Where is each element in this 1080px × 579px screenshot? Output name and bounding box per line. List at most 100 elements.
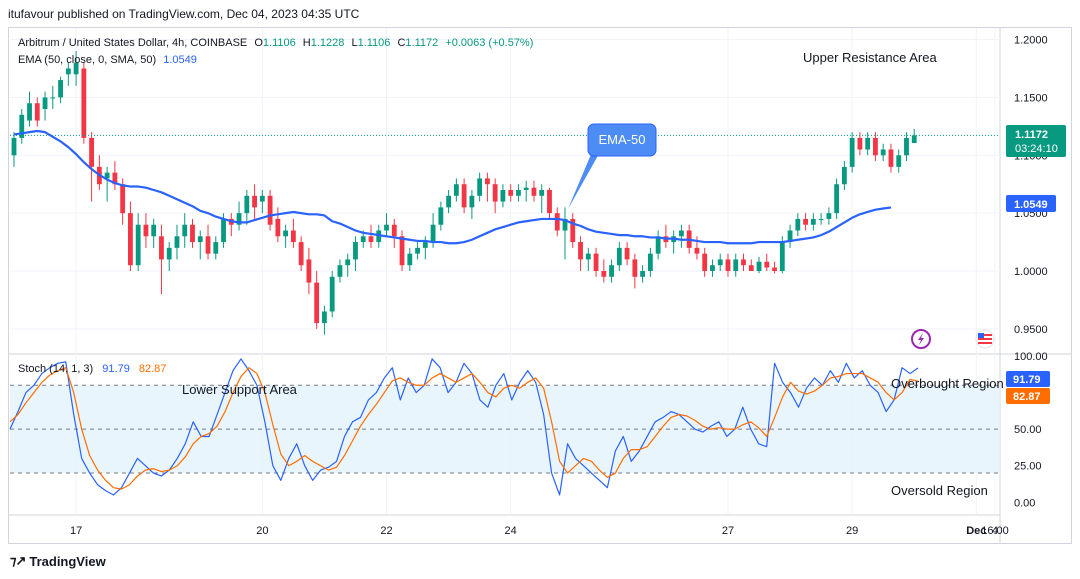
stoch-k-badge-bg <box>1006 371 1050 387</box>
oversold-label: Oversold Region <box>891 483 988 498</box>
candle-body <box>259 195 265 202</box>
candle <box>244 190 250 225</box>
footer-brand[interactable]: ⁊↗ TradingView <box>10 553 106 569</box>
candle <box>857 132 863 156</box>
candle-body <box>702 253 708 271</box>
candle <box>174 224 180 260</box>
candle-body <box>298 242 304 266</box>
candle-body <box>888 149 894 167</box>
candle-body <box>306 259 312 283</box>
candle-body <box>733 259 739 271</box>
candle-body <box>547 190 552 214</box>
candle <box>283 224 289 248</box>
candle-body <box>539 190 545 196</box>
candle <box>329 271 335 318</box>
candle-body <box>516 190 521 196</box>
candle-body <box>896 155 902 167</box>
candle <box>228 213 234 237</box>
candle <box>593 247 599 277</box>
candle <box>624 242 630 266</box>
candle-body <box>834 184 840 214</box>
candle <box>516 184 521 202</box>
candle <box>655 230 661 260</box>
candle <box>81 62 87 144</box>
candle <box>50 85 56 109</box>
candle-body <box>873 137 878 156</box>
stoch-legend: Stoch (14, 1, 3) 91.79 82.87 <box>18 363 166 375</box>
candle-body <box>841 166 847 185</box>
time-tick-label: 27 <box>722 525 734 537</box>
candle-body <box>803 218 808 225</box>
candle-body <box>849 137 855 167</box>
candle-body <box>399 236 405 266</box>
candle <box>647 247 653 277</box>
candle-body <box>531 187 537 196</box>
candle-body <box>578 242 583 260</box>
candle-body <box>205 236 211 254</box>
candle-body <box>190 224 195 243</box>
candle <box>384 213 389 237</box>
candle-body <box>655 236 661 254</box>
candle <box>818 213 824 225</box>
time-tick-label: 24 <box>505 525 517 537</box>
candle <box>34 97 40 127</box>
candle <box>748 259 754 271</box>
candle-body <box>904 137 909 156</box>
candle <box>182 213 188 248</box>
candle-body <box>787 230 793 243</box>
candle <box>353 236 358 271</box>
candle-body <box>174 236 180 248</box>
ema-callout: EMA-50 <box>568 123 657 209</box>
candle-body <box>143 224 149 237</box>
time-tick-label: 16:00 <box>981 525 1009 537</box>
candle <box>27 91 32 127</box>
candle <box>128 201 133 271</box>
candle <box>422 236 428 260</box>
candle <box>500 184 506 208</box>
candle-body <box>73 62 79 75</box>
ema-legend: EMA (50, close, 0, SMA, 50) 1.0549 <box>18 54 197 66</box>
candle-body <box>865 137 871 150</box>
candle <box>616 242 622 271</box>
candles-group <box>11 51 917 335</box>
stoch-k-badge-value: 91.79 <box>1013 374 1041 386</box>
candle-body <box>585 253 591 260</box>
bolt-icon-glyph <box>918 333 924 345</box>
candle <box>733 253 739 277</box>
candle <box>632 253 638 289</box>
flag-canton <box>978 333 984 338</box>
candle <box>73 51 79 86</box>
candle <box>841 161 847 190</box>
candle-body <box>329 276 335 312</box>
candle <box>159 224 164 295</box>
candle <box>275 207 281 243</box>
candle <box>484 172 490 202</box>
candle <box>19 109 25 144</box>
candle-body <box>640 271 646 277</box>
stoch-d-badge-bg <box>1006 388 1050 404</box>
candle-body <box>376 230 382 243</box>
candle-body <box>679 230 684 237</box>
candle-body <box>89 137 95 167</box>
time-axis[interactable]: 17 20 22 24 27 29 Dec 416:00 <box>70 525 1009 537</box>
lower-support-label: Lower Support Area <box>182 382 298 397</box>
upper-resistance-label: Upper Resistance Area <box>803 50 937 65</box>
bolt-icon[interactable] <box>911 329 931 349</box>
candle-body <box>11 137 17 156</box>
candle <box>213 236 219 260</box>
candle-body <box>484 178 490 185</box>
us-flag-icon[interactable] <box>975 329 995 349</box>
candle <box>322 305 327 335</box>
candle-body <box>275 218 281 237</box>
candle <box>702 247 708 277</box>
candle <box>562 207 568 260</box>
candle-body <box>492 184 498 202</box>
candle <box>298 236 304 271</box>
candle-body <box>446 195 452 208</box>
publish-header: itufavour published on TradingView.com, … <box>8 7 360 21</box>
candle <box>539 184 545 214</box>
candle-body <box>159 236 164 260</box>
candle <box>306 247 312 295</box>
